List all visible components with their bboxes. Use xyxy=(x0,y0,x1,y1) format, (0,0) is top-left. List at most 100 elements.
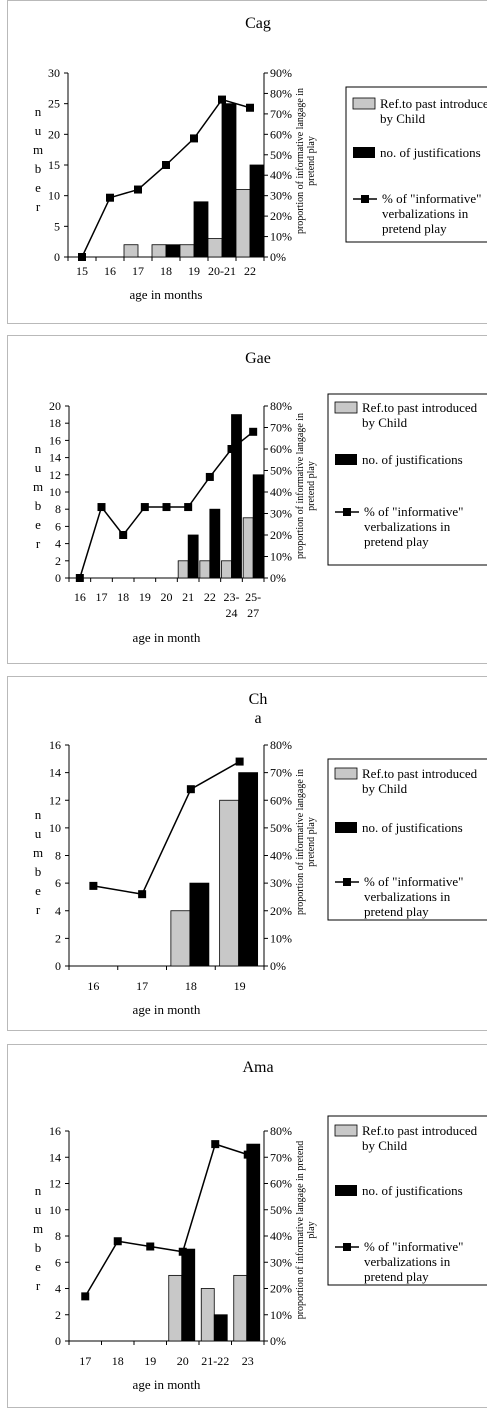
y2-tick-label: 60% xyxy=(270,1177,292,1191)
x-tick-label: 20-21 xyxy=(208,264,236,278)
chart-panel-cag: Cag 0 5 10 15 20 25 30 0% 10% 20% 30% 40% 50% 60% 70% 80… xyxy=(7,0,487,324)
legend-label-ref: by Child xyxy=(362,781,408,796)
y-tick-label: 10 xyxy=(49,1203,61,1217)
y-tick-label: 12 xyxy=(49,793,61,807)
x-tick-label: 22 xyxy=(204,590,216,604)
chart-title: Ch xyxy=(249,691,268,708)
bar-just-23 xyxy=(246,1143,261,1342)
x-tick-label: 17 xyxy=(136,979,148,993)
pct-marker-23 xyxy=(243,1150,252,1159)
y2-axis-label-line: pretend play xyxy=(306,817,317,867)
y2-tick-label: 0% xyxy=(270,571,286,585)
y-tick-label: 10 xyxy=(48,189,60,203)
y-axis-label-letter: u xyxy=(35,460,42,475)
y2-tick-label: 10% xyxy=(270,1308,292,1322)
y-tick-label: 0 xyxy=(55,1334,61,1348)
bar-ref-19 xyxy=(179,244,195,258)
legend-swatch-pct-marker xyxy=(343,878,351,886)
y2-tick-label: 20% xyxy=(270,209,292,223)
legend-swatch-ref xyxy=(334,1124,358,1137)
y-tick-label: 8 xyxy=(55,502,61,516)
y-axis-label-letter: e xyxy=(35,1259,41,1274)
legend-label-pct: verbalizations in xyxy=(382,206,469,221)
bar-ref-23-24 xyxy=(221,560,232,579)
legend-label-just: no. of justifications xyxy=(362,452,463,467)
y-axis-label-letter: e xyxy=(35,883,41,898)
y-axis-label-letter: e xyxy=(35,180,41,195)
bar-ref-17 xyxy=(123,244,139,258)
x-tick-label: 17 xyxy=(79,1354,91,1368)
y-tick-label: 4 xyxy=(55,1282,61,1296)
pct-marker-18 xyxy=(186,785,195,794)
y2-tick-label: 30% xyxy=(270,876,292,890)
y2-tick-label: 0% xyxy=(270,959,286,973)
y-tick-label: 0 xyxy=(55,959,61,973)
y-tick-label: 0 xyxy=(55,571,61,585)
y2-axis-label-line: proportion of informative langage in xyxy=(295,413,306,559)
bar-just-21-22 xyxy=(213,1314,228,1342)
pct-marker-18 xyxy=(162,161,170,169)
y2-tick-label: 20% xyxy=(270,904,292,918)
y2-tick-label: 50% xyxy=(270,1203,292,1217)
y-axis-label-letter: m xyxy=(33,845,43,860)
pct-marker-19 xyxy=(146,1242,155,1251)
y-axis-label-letter: b xyxy=(35,864,42,879)
legend-label-pct: pretend play xyxy=(364,534,429,549)
pct-marker-21 xyxy=(184,503,193,512)
pct-line xyxy=(84,1143,248,1297)
bar-ref-18 xyxy=(170,910,191,967)
y2-axis-label: proportion of informative langage in pre… xyxy=(295,1141,317,1320)
legend-swatch-just xyxy=(353,147,375,158)
y-axis-label-letter: u xyxy=(35,826,42,841)
x-tick-label: 18 xyxy=(117,590,129,604)
x-tick-label: 16 xyxy=(74,590,86,604)
x-tick-label: 18 xyxy=(112,1354,124,1368)
y2-tick-label: 40% xyxy=(270,168,292,182)
y-tick-label: 12 xyxy=(49,1177,61,1191)
y2-axis-label-line: proportion of informative langage in pre… xyxy=(295,1141,306,1320)
x-tick-label: 25- xyxy=(245,590,261,604)
pct-marker-16 xyxy=(89,881,98,890)
legend-label-pct: verbalizations in xyxy=(364,889,451,904)
y-axis-label-letter: b xyxy=(35,1240,42,1255)
y-axis-label-letter: n xyxy=(35,1183,42,1198)
legend-swatch-ref xyxy=(334,767,358,780)
pct-line xyxy=(93,760,240,896)
pct-marker-18 xyxy=(113,1237,122,1246)
legend-label-ref: by Child xyxy=(362,415,408,430)
y-tick-label: 14 xyxy=(49,451,61,465)
bar-ref-19 xyxy=(219,799,240,967)
y2-tick-label: 40% xyxy=(270,849,292,863)
bar-ref-21-22 xyxy=(200,1288,215,1342)
pct-marker-23-24 xyxy=(227,445,236,453)
legend-swatch-pct-marker xyxy=(361,195,369,203)
x-axis-label: age in month xyxy=(133,1377,201,1392)
y-axis-label-letter: b xyxy=(35,161,42,176)
legend-label-pct: % of "informative" xyxy=(382,191,481,206)
pct-marker-17 xyxy=(138,890,147,899)
legend-label-just: no. of justifications xyxy=(362,1183,463,1198)
legend-label-pct: pretend play xyxy=(382,221,447,236)
y2-tick-label: 80% xyxy=(270,399,292,413)
y-axis-label-letter: n xyxy=(35,104,42,119)
chart-panel-cha: Ch a 0 2 4 6 8 10 12 14 16 0% 10% 20% 30% 40% 50% 60% 70% 8… xyxy=(7,676,487,1031)
chart-title: Ama xyxy=(242,1059,273,1076)
x-tick-label: 19 xyxy=(144,1354,156,1368)
legend-label-pct: verbalizations in xyxy=(364,519,451,534)
y2-tick-label: 60% xyxy=(270,442,292,456)
legend-box xyxy=(327,393,487,566)
y-tick-label: 30 xyxy=(48,66,60,80)
y2-axis-label-line: proportion of informative langage in xyxy=(295,88,306,234)
legend-label-ref: Ref.to past introduced xyxy=(362,1123,478,1138)
chart-title: a xyxy=(254,710,261,727)
legend-label-pct: % of "informative" xyxy=(364,504,463,519)
x-tick-label: 18 xyxy=(185,979,197,993)
legend-box xyxy=(327,1115,487,1286)
y2-tick-label: 40% xyxy=(270,1229,292,1243)
y-axis-label-letter: b xyxy=(35,498,42,513)
legend-label-pct: pretend play xyxy=(364,904,429,919)
bar-just-18 xyxy=(165,244,181,258)
y-tick-label: 10 xyxy=(49,821,61,835)
bar-ref-22 xyxy=(199,560,211,579)
bar-ref-18 xyxy=(151,244,167,258)
